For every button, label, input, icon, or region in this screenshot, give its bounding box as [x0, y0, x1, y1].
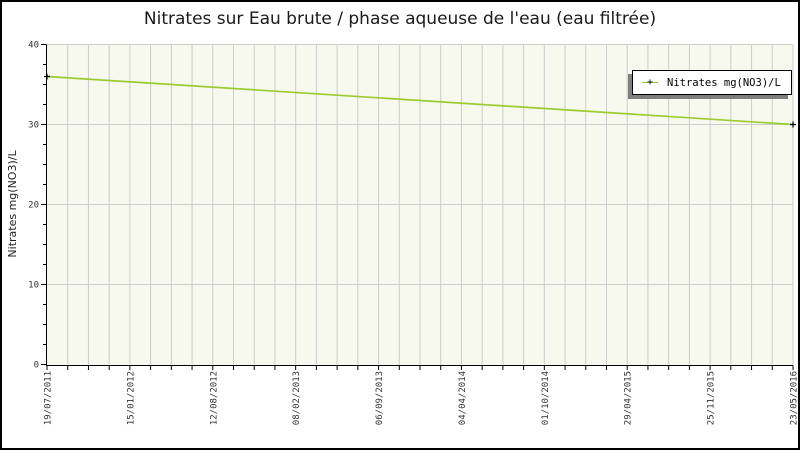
svg-text:15/01/2012: 15/01/2012: [126, 371, 136, 425]
svg-text:0: 0: [34, 361, 39, 371]
legend: + Nitrates mg(NO3)/L: [632, 70, 792, 95]
svg-text:10: 10: [28, 281, 39, 291]
svg-text:20: 20: [28, 201, 39, 211]
svg-text:30: 30: [28, 121, 39, 131]
svg-text:19/07/2011: 19/07/2011: [44, 371, 54, 425]
svg-text:12/08/2012: 12/08/2012: [209, 371, 219, 425]
svg-text:40: 40: [28, 41, 39, 51]
svg-text:06/09/2013: 06/09/2013: [375, 371, 385, 425]
legend-marker-icon: +: [642, 76, 658, 88]
legend-label: Nitrates mg(NO3)/L: [667, 76, 781, 89]
svg-text:Nitrates mg(NO3)/L: Nitrates mg(NO3)/L: [6, 150, 19, 258]
svg-text:23/05/2016: 23/05/2016: [790, 371, 800, 425]
svg-text:04/04/2014: 04/04/2014: [458, 371, 468, 425]
svg-text:29/04/2015: 29/04/2015: [624, 371, 634, 425]
legend-plus-icon: +: [646, 76, 654, 88]
svg-text:25/11/2015: 25/11/2015: [707, 371, 717, 425]
svg-text:01/10/2014: 01/10/2014: [541, 371, 551, 425]
chart-title: Nitrates sur Eau brute / phase aqueuse d…: [143, 9, 657, 29]
legend-marker-line: [642, 82, 658, 83]
svg-text:08/02/2013: 08/02/2013: [292, 371, 302, 425]
